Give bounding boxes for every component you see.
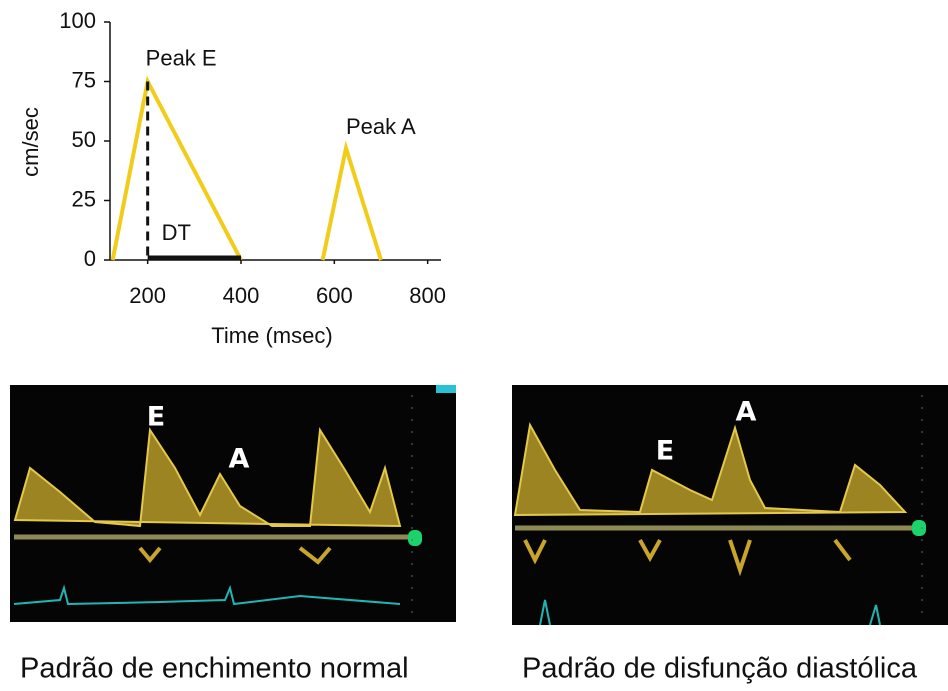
annotation: DT bbox=[162, 220, 191, 245]
panel-right bbox=[512, 385, 948, 625]
annotation: Peak E bbox=[146, 45, 217, 70]
marker bbox=[408, 530, 422, 546]
marker bbox=[436, 385, 456, 393]
marker bbox=[912, 520, 926, 536]
y-tick-label: 100 bbox=[59, 8, 96, 33]
wave-label: A bbox=[736, 397, 757, 428]
y-tick-label: 0 bbox=[84, 246, 96, 271]
x-tick-label: 800 bbox=[409, 283, 446, 308]
wave-label: E bbox=[147, 402, 165, 433]
y-tick-label: 25 bbox=[72, 186, 96, 211]
figure: cm/sec Time (msec) E A E A Padrão de enc… bbox=[0, 0, 948, 691]
y-axis-label: cm/sec bbox=[18, 107, 43, 177]
y-tick-label: 50 bbox=[72, 127, 96, 152]
caption: Padrão de disfunção diastólica bbox=[522, 653, 918, 685]
x-tick-label: 400 bbox=[223, 283, 260, 308]
x-tick-label: 200 bbox=[129, 283, 166, 308]
x-axis-label: Time (msec) bbox=[211, 323, 332, 348]
wave-label: E bbox=[656, 436, 674, 467]
y-tick-label: 75 bbox=[72, 67, 96, 92]
annotation: Peak A bbox=[346, 114, 416, 139]
panel-left bbox=[10, 385, 456, 622]
x-tick-label: 600 bbox=[316, 283, 353, 308]
wave-label: A bbox=[229, 444, 250, 475]
caption: Padrão de enchimento normal bbox=[20, 653, 409, 685]
